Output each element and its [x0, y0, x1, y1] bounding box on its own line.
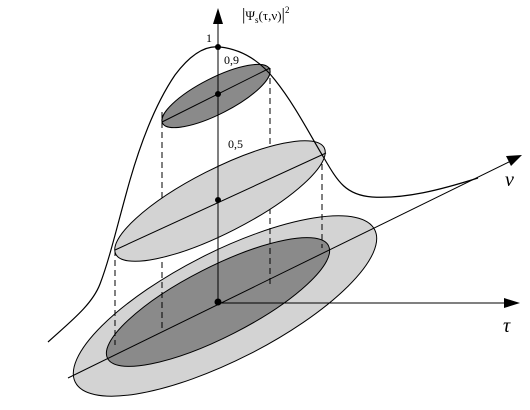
function-label-bar-close: |: [281, 5, 285, 24]
function-label-exponent: 2: [284, 5, 290, 15]
function-label-args: (τ,ν): [258, 8, 282, 23]
mid-level-point: [215, 197, 221, 203]
function-label-bar-open: |: [242, 5, 246, 24]
vertical-axis-arrowhead: [213, 8, 223, 24]
peak-point: [215, 44, 221, 50]
function-label-subscript: s: [255, 15, 259, 25]
tau-axis-arrowhead: [504, 298, 520, 308]
function-label-psi: Ψ: [245, 8, 255, 23]
high-level-point: [215, 91, 221, 97]
peak-level-label: 1: [206, 31, 212, 45]
origin-point: [214, 298, 222, 306]
tau-axis-label: τ: [503, 315, 511, 337]
nu-axis-arrowhead: [506, 155, 522, 166]
nu-axis: [67, 158, 516, 379]
nu-axis-label: ν: [505, 169, 514, 191]
function-label: |Ψs(τ,ν)|2: [242, 6, 289, 25]
mid-level-label: 0,5: [228, 137, 243, 151]
high-level-label: 0,9: [224, 53, 239, 67]
